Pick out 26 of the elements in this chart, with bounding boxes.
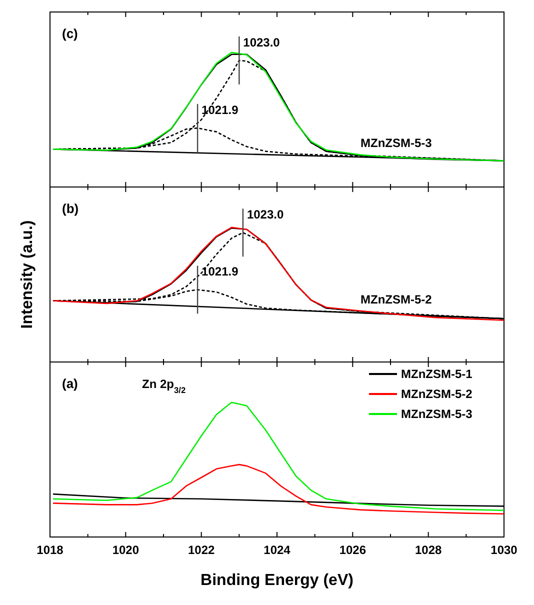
legend-label: MZnZSM-5-3 — [401, 407, 473, 421]
x-tick-label: 1030 — [490, 543, 518, 557]
text: (c) — [62, 26, 78, 41]
annotation: 1021.9 — [202, 264, 239, 279]
legend-label: MZnZSM-5-1 — [401, 367, 473, 381]
x-tick-label: 1028 — [414, 543, 442, 557]
series-label: MZnZSM-5-2 — [360, 292, 432, 307]
peak-label: 1021.9 — [196, 264, 238, 314]
text: Zn 2p$_{3/2}$ — [142, 377, 186, 395]
legend-label: MZnZSM-5-2 — [401, 387, 473, 401]
x-tick-label: 1018 — [36, 543, 64, 557]
annotation: 1023.0 — [243, 35, 280, 50]
x-tick-label: 1024 — [264, 543, 291, 557]
annotation: 1023.0 — [246, 208, 284, 222]
x-tick-label: 1026 — [339, 543, 366, 557]
text: (a) — [62, 376, 78, 391]
peak-label: 1023.0 — [238, 35, 280, 84]
x-axis-title: Binding Energy (eV) — [200, 572, 354, 589]
x-tick-label: 1020 — [112, 543, 140, 557]
peak-label: 1021.9 — [196, 103, 238, 152]
text: (b) — [62, 201, 79, 216]
y-axis-title: Intensity (a.u.) — [19, 220, 36, 329]
x-tick-label: 1022 — [188, 543, 216, 557]
annotation: 1021.9 — [202, 103, 239, 118]
series-label: MZnZSM-5-3 — [360, 136, 432, 150]
peak-label: 1023.0 — [242, 208, 284, 257]
